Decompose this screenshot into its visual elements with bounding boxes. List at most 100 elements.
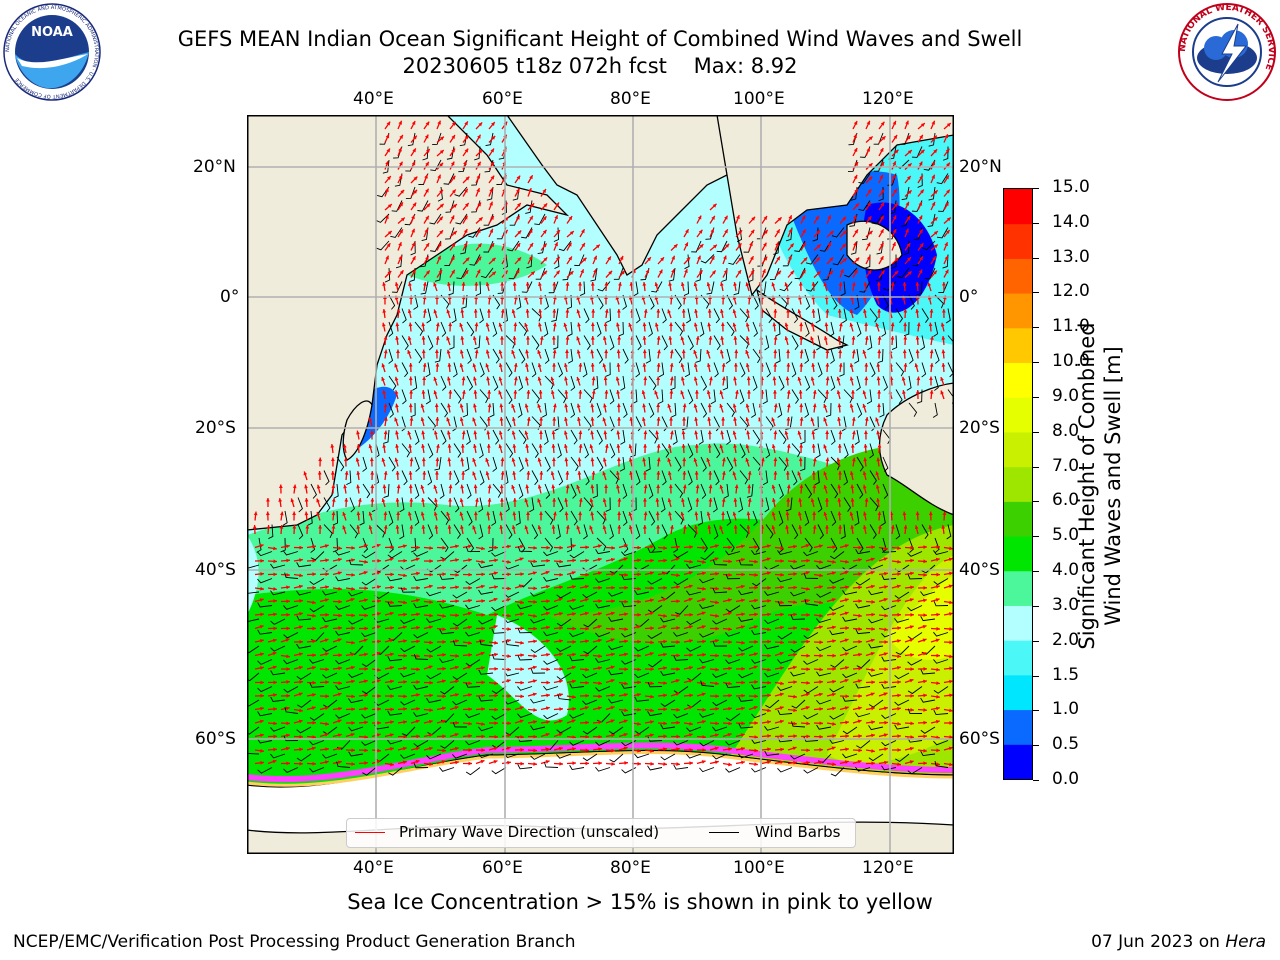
wave-direction-arrowhead [382,309,387,313]
wave-direction-arrowhead [728,640,732,644]
wave-direction-arrowhead [403,720,407,725]
wave-direction-arrowhead [461,376,466,381]
wave-direction-arrowhead [552,363,556,367]
wave-direction-arrowhead [694,309,698,313]
wave-direction-arrowhead [793,612,797,617]
wave-direction-arrowhead [565,471,570,475]
wave-direction-arrowhead [278,498,283,502]
wave-direction-arrowhead [616,484,620,489]
wave-direction-arrowhead [637,653,641,658]
wind-barb [413,712,429,717]
wave-direction-arrowhead [481,559,485,564]
wave-direction-arrowhead [643,511,648,516]
wind-barb [844,267,858,278]
wave-direction-arrowhead [450,215,455,220]
wave-direction-arrowhead [468,598,472,603]
wind-barb [453,470,460,486]
wave-direction-arrowhead [616,363,621,367]
wave-direction-arrowhead [819,573,823,578]
wave-direction-arrowhead [442,613,446,618]
wave-direction-arrowhead [446,376,451,381]
wave-direction-arrowhead [663,571,667,576]
wind-barb [543,576,559,582]
wave-direction-arrowhead [919,229,923,234]
wind-barb [700,375,708,391]
wave-direction-arrowhead [851,349,856,354]
wave-direction-arrowhead [806,627,810,632]
wave-direction-arrowhead [428,625,433,630]
wave-direction-arrowhead [656,484,661,489]
wave-direction-arrowhead [396,309,401,313]
wave-direction-arrowhead [512,282,517,286]
wave-direction-arrowhead [935,557,940,562]
wave-direction-arrowhead [715,626,719,631]
wave-direction-arrowhead [682,417,686,421]
wind-barb [383,429,390,444]
wave-direction-arrowhead [663,558,667,563]
wind-barb [583,443,590,459]
wave-direction-arrowhead [498,430,503,435]
wave-direction-arrowhead [728,572,732,577]
wind-barb [804,375,811,391]
wind-barb [907,574,923,580]
wave-direction-arrowhead [754,573,758,577]
wave-direction-arrowhead [636,733,641,737]
wind-barb [751,630,767,636]
wave-direction-arrowhead [650,586,654,591]
wave-direction-arrowhead [425,270,430,275]
wind-barb [570,456,579,472]
wave-direction-arrowhead [658,269,663,274]
wave-direction-arrowhead [611,599,615,604]
wave-direction-arrowhead [537,457,542,462]
wave-direction-arrowhead [624,708,628,713]
wave-direction-arrowhead [481,734,485,739]
wind-barb [427,443,434,459]
wave-direction-arrowhead [793,721,797,726]
noaa-logo-text: NOAA [31,25,73,40]
wind-barb [413,551,429,557]
wave-direction-arrowhead [721,511,726,516]
wind-barb [907,686,923,695]
wave-direction-arrowhead [572,626,576,631]
wave-direction-arrowhead [343,457,348,462]
wave-direction-arrowhead [539,417,544,421]
wave-direction-arrowhead [629,471,633,475]
wave-direction-arrowhead [286,612,290,617]
wind-barb [645,348,651,364]
wave-direction-arrowhead [412,269,416,274]
wind-barb [869,524,877,539]
wind-barb [401,308,407,324]
wave-direction-arrowhead [611,545,615,550]
wave-direction-arrowhead [455,626,459,631]
wind-barb [751,738,767,744]
wave-direction-arrowhead [819,600,823,605]
wind-barb [361,578,377,586]
wave-direction-arrowhead [403,680,407,684]
wave-direction-arrowhead [892,174,896,179]
wind-barb [829,551,845,560]
wind-barb [803,686,819,694]
wind-barb [270,645,286,652]
wave-direction-arrowhead [786,498,791,502]
wind-barb [647,632,663,639]
wind-barb [543,659,559,665]
wave-direction-arrowhead [446,349,451,354]
wind-barb [791,721,806,728]
wind-barb [920,697,936,703]
wind-barb [544,483,551,499]
wave-direction-arrowhead [481,626,485,631]
wave-direction-arrowhead [338,546,342,551]
wave-direction-arrowhead [949,721,953,725]
wind-barb [283,605,299,610]
wind-barb [466,510,473,526]
wave-direction-arrowhead [905,228,909,233]
wave-direction-arrowhead [330,444,335,448]
wind-barb [400,672,416,678]
wind-barb [310,551,325,561]
wind-barb [335,713,351,719]
wave-direction-arrowhead [564,457,569,462]
nws-logo: NATIONAL WEATHER SERVICE [1176,2,1278,102]
wind-barb [491,551,507,557]
wave-direction-arrowhead [799,484,804,489]
wave-direction-arrowhead [867,189,872,194]
